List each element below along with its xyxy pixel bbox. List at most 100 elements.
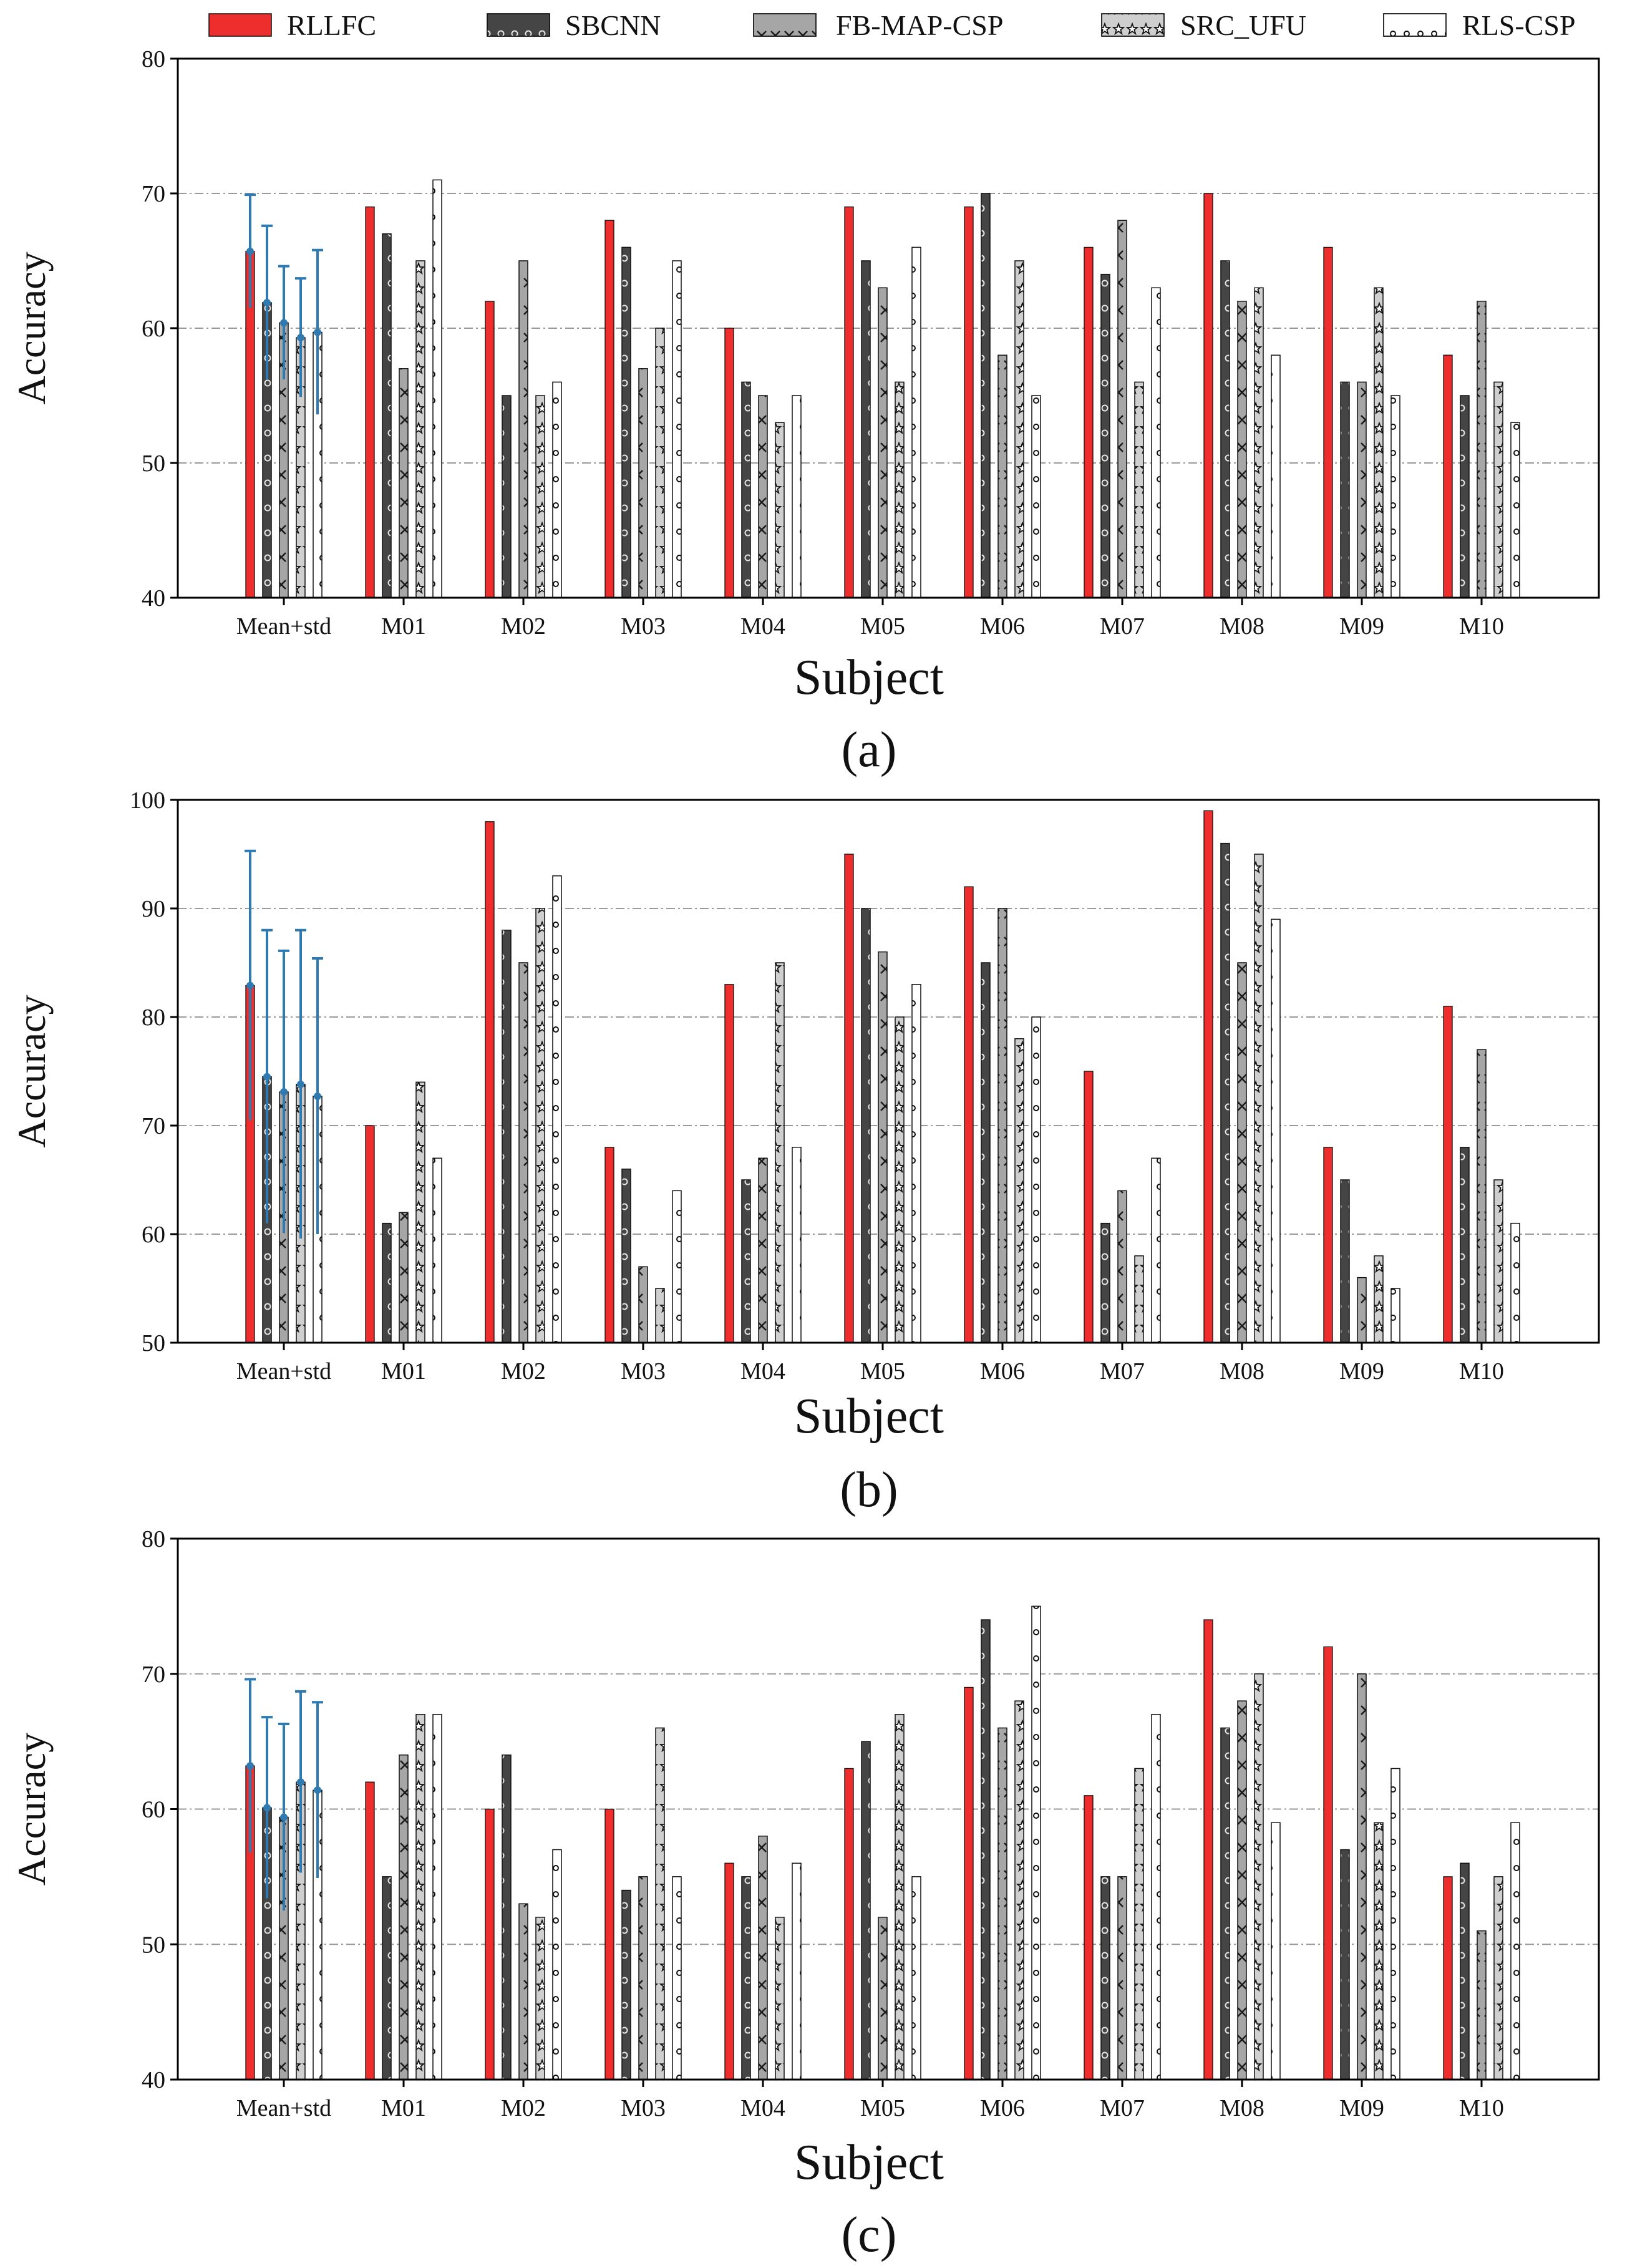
bar-pattern bbox=[1134, 381, 1144, 598]
bar-pattern bbox=[758, 1836, 768, 2080]
bar-rllfc-m10 bbox=[1443, 1876, 1453, 2080]
errorbar-mean-marker bbox=[263, 1804, 271, 1812]
bar-pattern bbox=[911, 246, 921, 598]
bar-pattern bbox=[775, 1917, 785, 2080]
bar-pattern bbox=[1390, 1288, 1400, 1343]
bar-pattern bbox=[981, 193, 991, 598]
bar-rllfc-m02 bbox=[485, 821, 495, 1343]
bar-pattern bbox=[741, 1179, 751, 1343]
x-tick-label: M01 bbox=[381, 2095, 426, 2121]
bar-rllfc-m01 bbox=[365, 1125, 375, 1343]
panels: 40 50 60 70 80 Mean+std M01 M02 M03 M04 M05 M06 M07 M… bbox=[9, 46, 1600, 2262]
bar-pattern bbox=[1477, 1930, 1487, 2080]
bar-pattern bbox=[502, 930, 512, 1343]
bar-rllfc-m07 bbox=[1084, 1071, 1094, 1343]
bar-pattern bbox=[432, 179, 442, 598]
bar-pattern bbox=[1100, 273, 1110, 598]
legend-swatch-pattern bbox=[1101, 13, 1165, 37]
errorbar-mean-marker bbox=[263, 298, 271, 306]
bar-pattern bbox=[552, 875, 562, 1343]
x-tick-label: M10 bbox=[1459, 1358, 1504, 1385]
bar-pattern bbox=[792, 395, 802, 598]
bar-pattern bbox=[1151, 1157, 1161, 1343]
x-tick-label: M04 bbox=[740, 2095, 785, 2121]
bar-pattern bbox=[1117, 1876, 1127, 2080]
bar-pattern bbox=[1254, 1673, 1264, 2080]
y-tick-label: 50 bbox=[142, 450, 165, 477]
bar-pattern bbox=[1340, 381, 1350, 598]
bar-pattern bbox=[638, 1876, 648, 2080]
x-tick-label: M06 bbox=[980, 2095, 1025, 2121]
bar-rllfc-m04 bbox=[724, 984, 734, 1343]
x-tick-label: M02 bbox=[501, 613, 546, 640]
bar-pattern bbox=[432, 1157, 442, 1343]
bar-pattern bbox=[415, 1081, 425, 1343]
bar-pattern bbox=[1134, 1768, 1144, 2080]
bar-pattern bbox=[981, 962, 991, 1343]
bar-rllfc-m03 bbox=[604, 220, 614, 598]
bar-pattern bbox=[911, 1876, 921, 2080]
bar-pattern bbox=[775, 962, 785, 1343]
bar-rllfc-m01 bbox=[365, 1781, 375, 2080]
y-tick-label: 100 bbox=[130, 787, 165, 814]
bar-pattern bbox=[1031, 1605, 1041, 2080]
bar-pattern bbox=[997, 354, 1007, 598]
bar-pattern bbox=[1374, 287, 1384, 598]
bar-pattern bbox=[1477, 1049, 1487, 1343]
bar-pattern bbox=[1357, 381, 1367, 598]
y-axis-label: Accuracy bbox=[9, 1733, 54, 1886]
y-tick-label: 70 bbox=[142, 1113, 165, 1139]
bar-pattern bbox=[895, 1714, 905, 2080]
bar-pattern bbox=[1271, 1822, 1281, 2080]
bar-pattern bbox=[535, 1917, 545, 2080]
errorbar-mean-marker bbox=[246, 1762, 254, 1770]
x-tick-label: M10 bbox=[1459, 613, 1504, 640]
x-tick-label: M01 bbox=[381, 613, 426, 640]
bar-pattern bbox=[792, 1862, 802, 2080]
bar-pattern bbox=[861, 908, 871, 1343]
y-tick-label: 50 bbox=[142, 1330, 165, 1356]
bar-pattern bbox=[672, 260, 682, 598]
bar-rllfc-m05 bbox=[844, 206, 854, 598]
bar-rllfc-m04 bbox=[724, 328, 734, 598]
errorbar-mean-marker bbox=[297, 1080, 304, 1088]
bar-pattern bbox=[878, 287, 888, 598]
bar-pattern bbox=[895, 381, 905, 598]
bar-rllfc-m09 bbox=[1323, 246, 1333, 598]
x-tick-label: M10 bbox=[1459, 2095, 1504, 2121]
bar-pattern bbox=[1390, 395, 1400, 598]
bar-pattern bbox=[1271, 918, 1281, 1343]
bar-pattern bbox=[518, 1903, 528, 2080]
legend-label: SBCNN bbox=[565, 9, 661, 41]
bar-pattern bbox=[382, 1222, 392, 1343]
panel-label: (a) bbox=[842, 723, 897, 777]
bar-pattern bbox=[638, 1266, 648, 1343]
bar-pattern bbox=[1031, 395, 1041, 598]
bar-pattern bbox=[415, 260, 425, 598]
bar-pattern bbox=[621, 246, 631, 598]
legend-item-rllfc: RLLFC bbox=[208, 9, 376, 41]
plot-frame bbox=[177, 799, 1600, 1344]
bar-pattern bbox=[1254, 287, 1264, 598]
bar-pattern bbox=[621, 1889, 631, 2080]
bar-pattern bbox=[1374, 1822, 1384, 2080]
x-tick-label: M05 bbox=[860, 613, 905, 640]
bar-pattern bbox=[1357, 1277, 1367, 1343]
x-tick-label: Mean+std bbox=[236, 613, 331, 640]
bar-pattern bbox=[1151, 1714, 1161, 2080]
legend-swatch-rllfc bbox=[208, 13, 272, 37]
bar-pattern bbox=[792, 1147, 802, 1343]
bar-pattern bbox=[1460, 1147, 1470, 1343]
x-tick-label: M04 bbox=[740, 613, 785, 640]
bar-pattern bbox=[382, 233, 392, 598]
y-tick-label: 60 bbox=[142, 316, 165, 342]
legend-label: SRC_UFU bbox=[1180, 9, 1306, 41]
bar-pattern bbox=[382, 1876, 392, 2080]
bar-pattern bbox=[1254, 854, 1264, 1343]
y-tick-label: 80 bbox=[142, 1005, 165, 1031]
panel-label: (c) bbox=[842, 2207, 897, 2262]
x-tick-label: Mean+std bbox=[236, 2095, 331, 2121]
bar-pattern bbox=[1014, 1700, 1024, 2080]
bar-pattern bbox=[1117, 1190, 1127, 1343]
errorbar-mean-marker bbox=[280, 1813, 288, 1821]
